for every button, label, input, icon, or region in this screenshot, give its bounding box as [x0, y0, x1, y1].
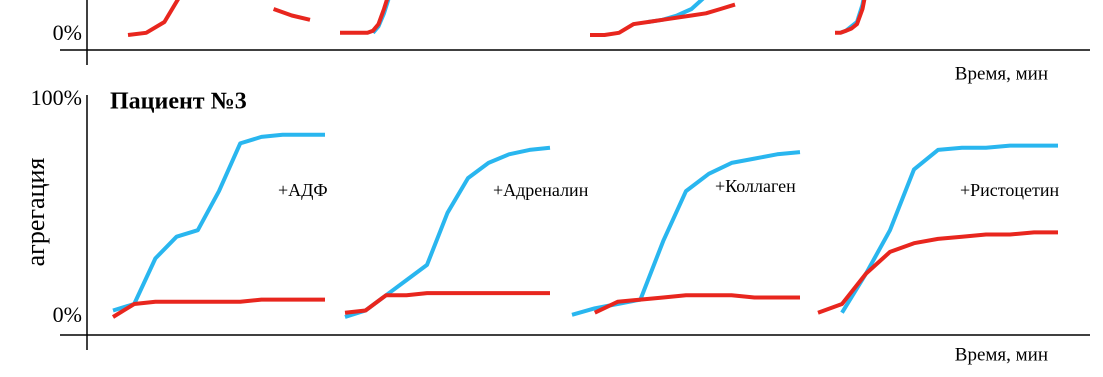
curve: [344, 291, 550, 315]
curve: [817, 230, 1058, 315]
curve: [593, 293, 800, 315]
curve: [127, 0, 311, 37]
y-tick-label: 0%: [53, 20, 82, 45]
annotation: +Коллаген: [715, 176, 796, 196]
y-tick-label: 100%: [31, 85, 82, 110]
chart-title: Пациент №3: [110, 89, 247, 115]
x-axis-label: Время, мин: [955, 63, 1048, 84]
annotation: +АДФ: [278, 180, 328, 200]
curve: [340, 0, 389, 35]
annotation: +Адреналин: [493, 180, 589, 200]
curve: [111, 297, 325, 319]
curve: [590, 2, 736, 37]
x-axis-label: Время, мин: [955, 344, 1048, 365]
annotation: +Ристоцетин: [960, 180, 1060, 200]
curve: [112, 132, 325, 313]
y-tick-label: 0%: [53, 302, 82, 327]
curve: [840, 143, 1058, 314]
y-axis-label: агрегация: [21, 158, 50, 267]
curve: [835, 0, 867, 35]
